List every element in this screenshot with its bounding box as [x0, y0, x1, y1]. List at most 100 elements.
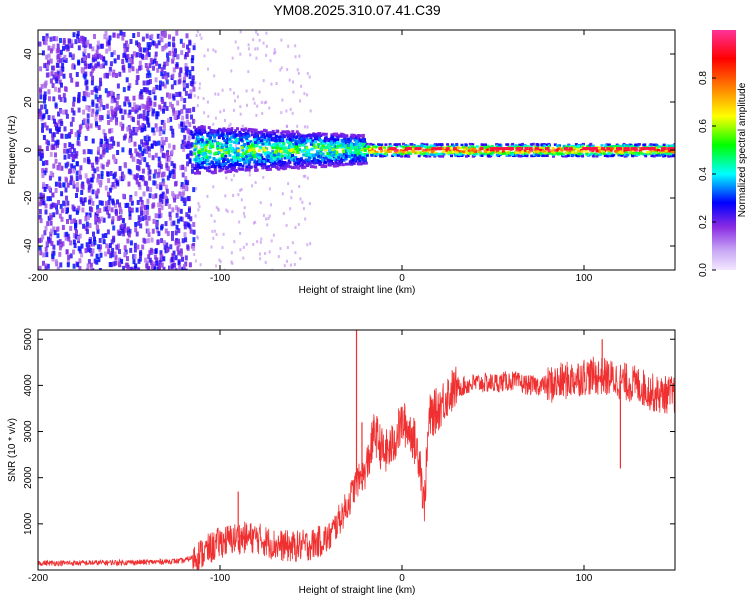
- spectrogram-cell: [145, 80, 149, 86]
- colorbar-label: Normalized spectral amplitude: [737, 82, 748, 217]
- spectrogram-cell: [273, 51, 276, 55]
- spectrogram-cell: [540, 153, 544, 156]
- spectrogram-cell: [205, 140, 209, 144]
- spectrogram-cell: [335, 151, 339, 155]
- spectrogram-cell: [193, 253, 196, 256]
- spectrogram-cell: [347, 162, 351, 166]
- spectrogram-cell: [469, 147, 473, 151]
- spectrogram-cell: [137, 114, 140, 120]
- spectrogram-cell: [135, 179, 139, 185]
- spectrogram-cell: [534, 153, 538, 157]
- spectrogram-cell: [299, 257, 302, 260]
- spectrogram-cell: [234, 129, 238, 133]
- spectrogram-cell: [134, 130, 138, 136]
- spectrogram-cell: [526, 145, 530, 148]
- spectrogram-cell: [257, 137, 261, 141]
- spectrogram-cell: [86, 158, 90, 164]
- spectrogram-cell: [113, 202, 117, 208]
- spectrogram-cell: [305, 163, 309, 167]
- spectrogram-cell: [171, 235, 174, 241]
- spectrogram-cell: [127, 112, 131, 118]
- spectrogram-cell: [71, 204, 75, 210]
- spectrogram-cell: [47, 185, 51, 191]
- spectrogram-cell: [401, 151, 405, 154]
- spectrogram-cell: [203, 151, 207, 155]
- spectrogram-cell: [367, 145, 371, 149]
- spectrogram-cell: [213, 129, 217, 133]
- spectrogram-cell: [525, 150, 529, 153]
- spectrogram-cell: [60, 191, 64, 197]
- spectrogram-cell: [379, 154, 383, 157]
- x-tick-label: 100: [576, 273, 593, 284]
- spectrogram-cell: [242, 245, 245, 249]
- spectrogram-cell: [103, 133, 107, 139]
- spectrogram-cell: [91, 57, 95, 63]
- spectrogram-cell: [306, 176, 309, 180]
- spectrogram-cell: [146, 47, 150, 53]
- spectrogram-cell: [52, 43, 56, 49]
- spectrogram-cell: [470, 151, 474, 154]
- spectrogram-cell: [70, 43, 74, 49]
- spectrogram-cell: [158, 264, 161, 270]
- spectrogram-cell: [68, 52, 72, 58]
- spectrogram-cell: [155, 260, 159, 266]
- spectrogram-cell: [59, 71, 63, 77]
- spectrogram-cell: [229, 162, 233, 166]
- spectrogram-cell: [428, 148, 432, 151]
- spectrogram-cell: [145, 149, 149, 155]
- spectrogram-cell: [330, 159, 333, 163]
- spectrogram-cell: [280, 38, 283, 42]
- spectrogram-cell: [170, 263, 174, 269]
- spectrogram-cell: [311, 143, 315, 147]
- spectrogram-cell: [78, 170, 82, 176]
- spectrogram-cell: [591, 155, 595, 158]
- spectrogram-cell: [337, 162, 340, 165]
- spectrogram-cell: [213, 74, 216, 78]
- spectrogram-cell: [143, 126, 147, 132]
- spectrogram-cell: [261, 112, 264, 115]
- spectrogram-cell: [142, 110, 146, 115]
- spectrogram-cell: [264, 260, 267, 264]
- spectrogram-cell: [126, 202, 130, 208]
- spectrogram-cell: [275, 146, 279, 150]
- spectrogram-cell: [185, 154, 189, 160]
- spectrogram-cell: [639, 149, 642, 153]
- spectrogram-cell: [88, 212, 92, 218]
- spectrogram-cell: [211, 229, 214, 233]
- spectrogram-cell: [154, 193, 158, 199]
- spectrogram-cell: [411, 148, 415, 151]
- spectrogram-cell: [239, 231, 242, 235]
- spectrogram-cell: [411, 145, 415, 149]
- spectrogram-cell: [342, 144, 346, 148]
- spectrogram-cell: [113, 171, 117, 177]
- spectrogram-cell: [210, 170, 214, 174]
- spectrogram-cell: [234, 144, 237, 147]
- spectrogram-cell: [471, 149, 475, 152]
- spectrogram-cell: [95, 224, 99, 230]
- spectrogram-cell: [521, 151, 525, 154]
- spectrogram-cell: [306, 243, 309, 247]
- spectrogram-cell: [192, 222, 196, 227]
- spectrogram-cell: [152, 87, 156, 93]
- spectrogram-cell: [460, 150, 464, 153]
- spectrogram-cell: [484, 143, 487, 146]
- spectrogram-cell: [126, 126, 130, 132]
- spectrogram-cell: [144, 142, 148, 148]
- spectrogram-cell: [186, 244, 190, 250]
- spectrogram-cell: [240, 158, 244, 162]
- spectrogram-cell: [97, 179, 101, 185]
- spectrogram-cell: [171, 58, 175, 64]
- spectrogram-cell: [204, 145, 208, 149]
- spectrogram-cell: [73, 218, 76, 224]
- spectrogram-cell: [144, 54, 148, 60]
- spectrogram-cell: [409, 143, 413, 146]
- spectrogram-cell: [274, 142, 278, 146]
- spectrogram-cell: [595, 149, 599, 153]
- spectrogram-cell: [244, 131, 248, 135]
- spectrogram-cell: [123, 251, 127, 257]
- spectrogram-cell: [155, 127, 159, 133]
- spectrogram-cell: [83, 157, 87, 163]
- spectrogram-cell: [200, 163, 204, 167]
- spectrogram-cell: [188, 69, 192, 75]
- spectrogram-cell: [244, 168, 248, 172]
